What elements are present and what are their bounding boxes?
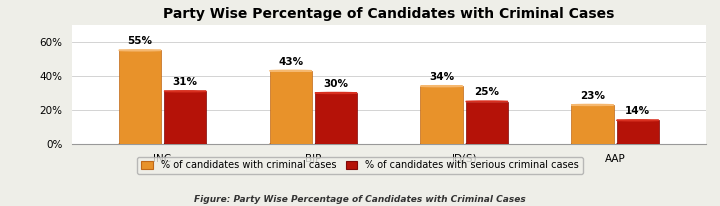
- Text: 43%: 43%: [278, 56, 303, 67]
- Bar: [119, 50, 161, 144]
- Legend: % of candidates with criminal cases, % of candidates with serious criminal cases: % of candidates with criminal cases, % o…: [138, 157, 582, 174]
- Ellipse shape: [269, 70, 312, 71]
- Bar: [466, 102, 508, 144]
- Bar: [420, 86, 463, 144]
- Bar: [269, 71, 312, 144]
- Ellipse shape: [164, 144, 206, 145]
- Title: Party Wise Percentage of Candidates with Criminal Cases: Party Wise Percentage of Candidates with…: [163, 7, 614, 21]
- Ellipse shape: [466, 144, 508, 145]
- Text: 23%: 23%: [580, 91, 605, 101]
- Bar: [164, 91, 206, 144]
- Ellipse shape: [420, 86, 463, 87]
- Text: 34%: 34%: [429, 72, 454, 82]
- Ellipse shape: [269, 144, 312, 145]
- Bar: [572, 105, 613, 144]
- Ellipse shape: [119, 50, 161, 51]
- Ellipse shape: [616, 144, 659, 145]
- Ellipse shape: [315, 92, 357, 94]
- Ellipse shape: [315, 144, 357, 145]
- Text: 31%: 31%: [173, 77, 198, 87]
- Text: 30%: 30%: [323, 79, 348, 89]
- Bar: [616, 120, 659, 144]
- Ellipse shape: [616, 120, 659, 121]
- Text: Figure: Party Wise Percentage of Candidates with Criminal Cases: Figure: Party Wise Percentage of Candida…: [194, 195, 526, 204]
- Ellipse shape: [572, 144, 613, 145]
- Bar: [315, 93, 357, 144]
- Ellipse shape: [466, 101, 508, 102]
- Text: 14%: 14%: [625, 106, 650, 116]
- Text: 55%: 55%: [127, 36, 153, 46]
- Ellipse shape: [420, 144, 463, 145]
- Ellipse shape: [572, 104, 613, 105]
- Text: 25%: 25%: [474, 87, 500, 97]
- Ellipse shape: [119, 144, 161, 145]
- Ellipse shape: [164, 91, 206, 92]
